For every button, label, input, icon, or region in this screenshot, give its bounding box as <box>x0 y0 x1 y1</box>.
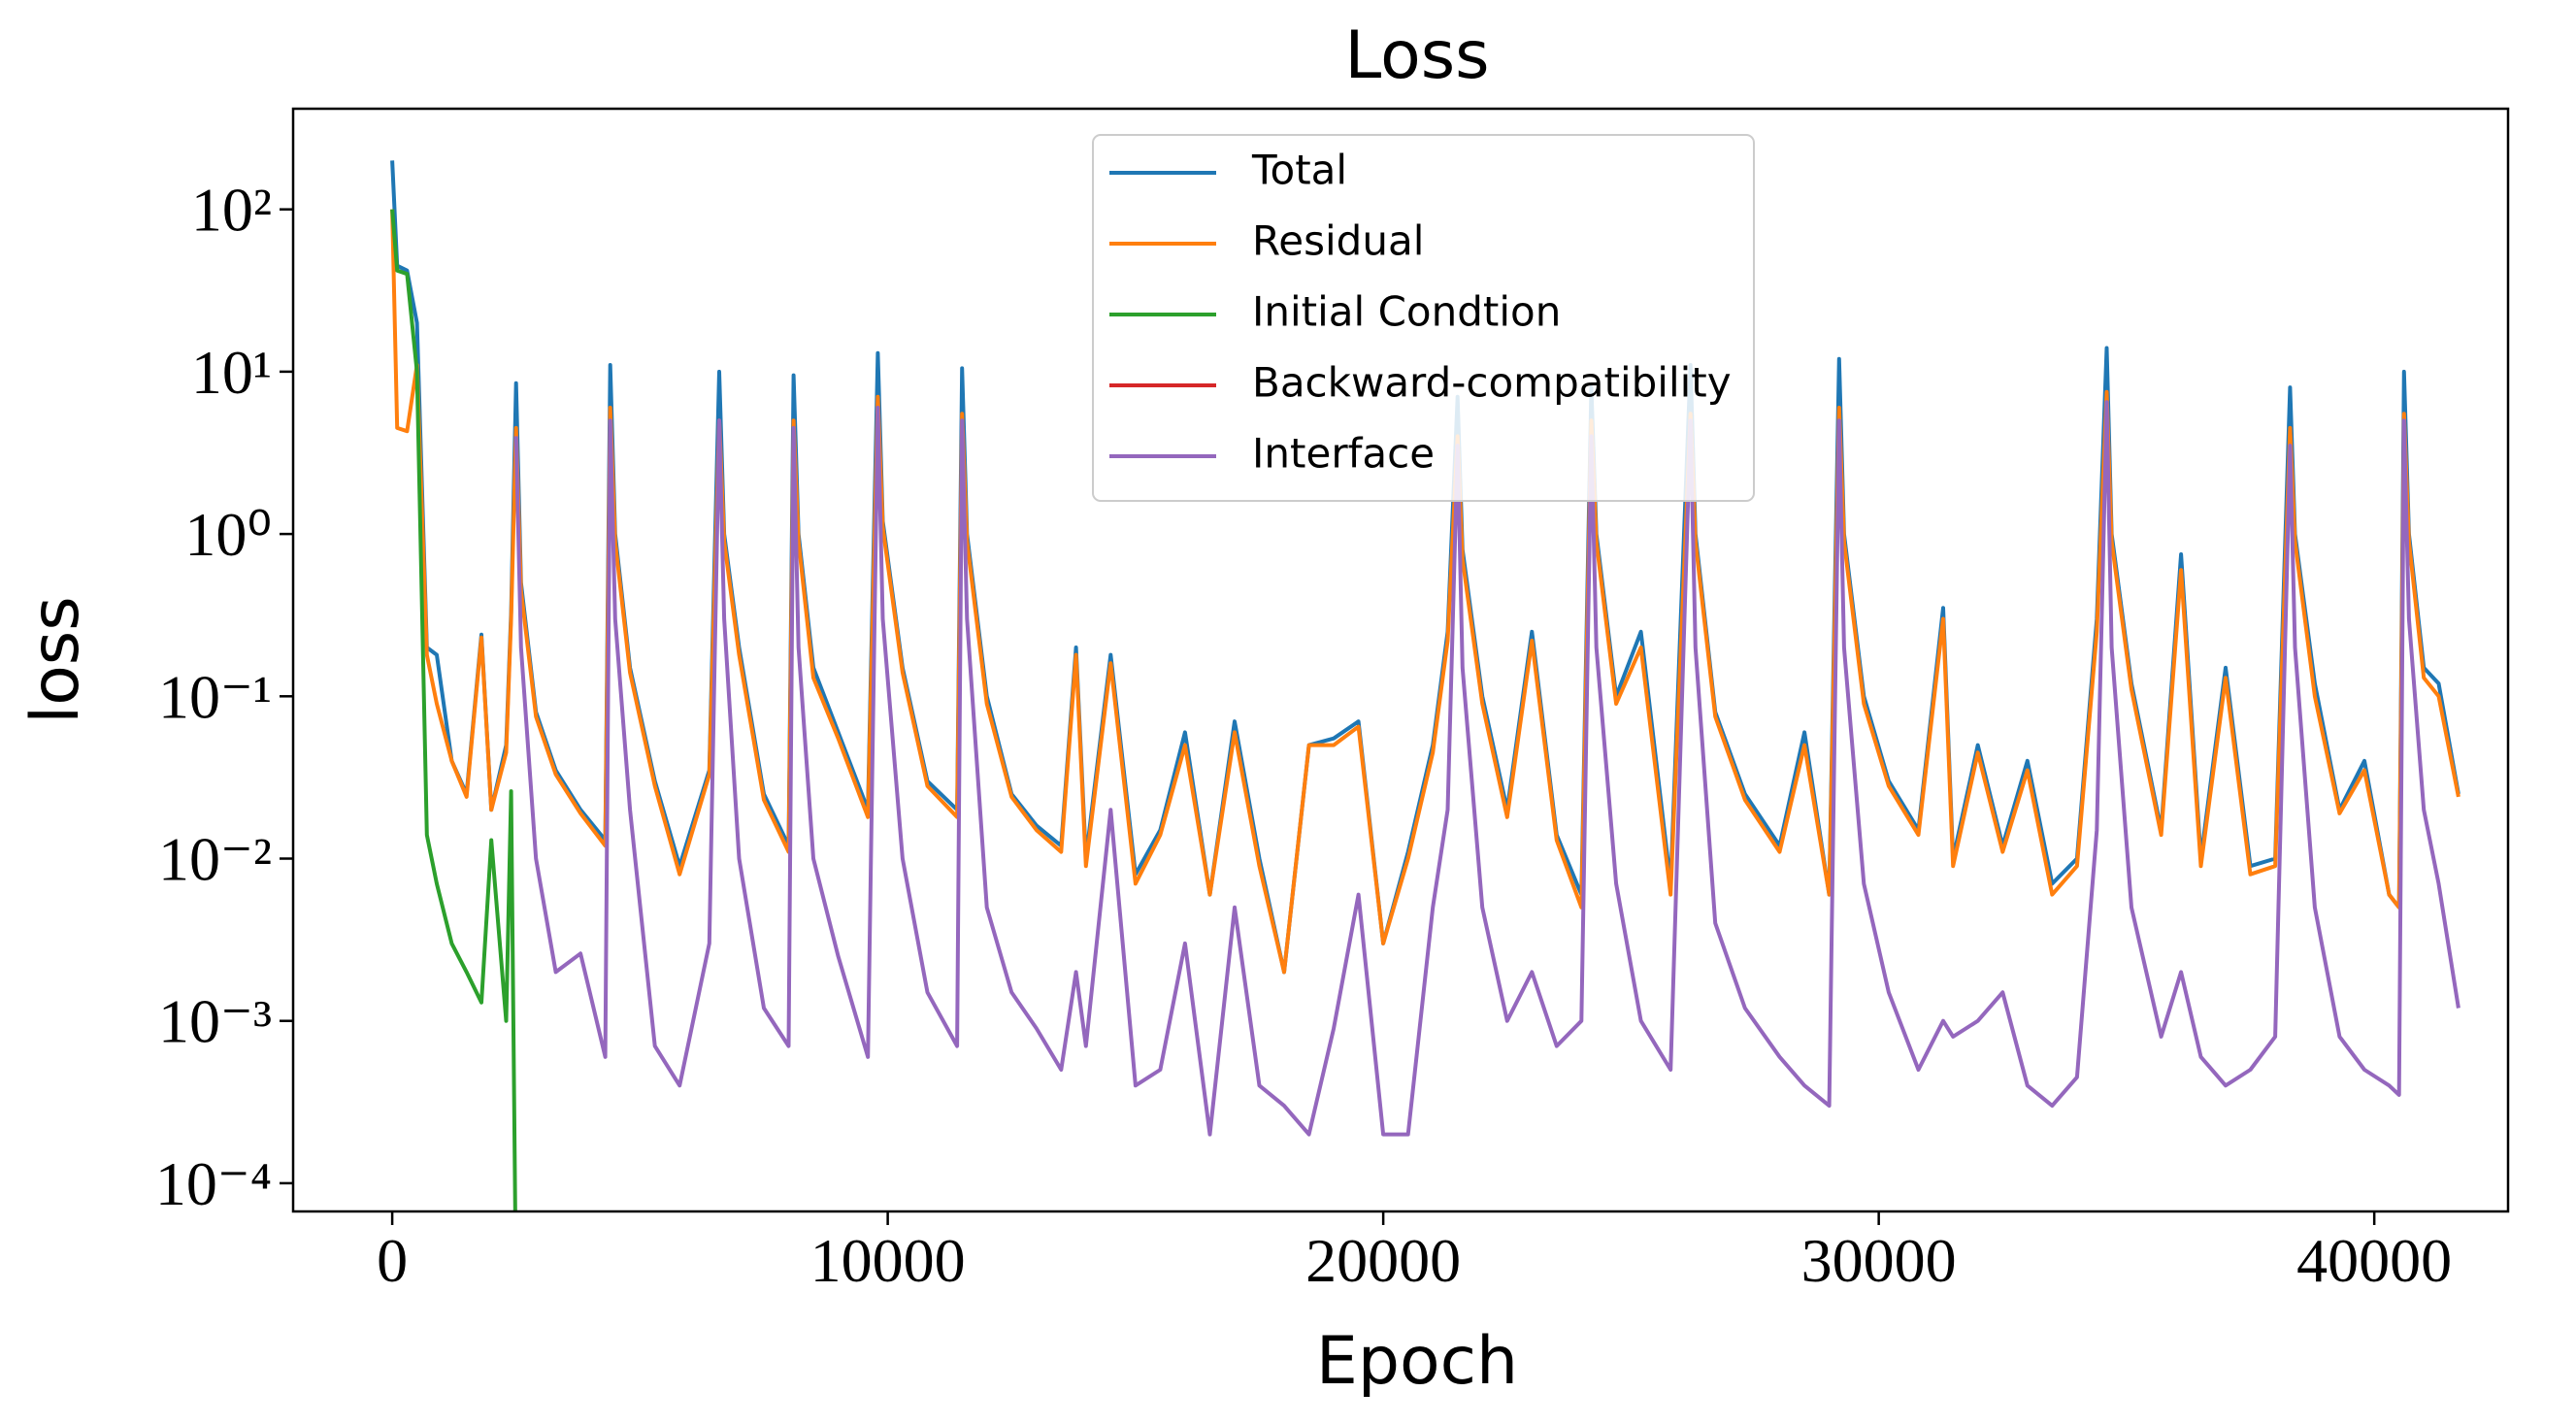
legend-box <box>1092 134 1755 502</box>
x-axis-label: Epoch <box>1316 1323 1518 1400</box>
series-line <box>390 209 517 1211</box>
plot-lines <box>390 160 2460 1211</box>
legend-label: Initial Condtion <box>1252 288 1561 336</box>
y-tick-label: 10⁻³ <box>158 987 272 1056</box>
y-tick-label: 10⁻² <box>158 825 272 894</box>
x-tick-label: 20000 <box>1305 1226 1461 1295</box>
y-tick-label: 10² <box>191 176 272 245</box>
y-tick-label: 10⁻¹ <box>158 662 272 731</box>
x-tick-label: 30000 <box>1801 1226 1957 1295</box>
legend-label: Backward-compatibility <box>1252 359 1732 407</box>
y-tick-label: 10⁻⁴ <box>155 1149 272 1218</box>
plot-frame <box>291 107 2510 1213</box>
chart-title: Loss <box>1344 17 1489 94</box>
series-line <box>513 400 2460 1137</box>
y-tick-label: 10⁰ <box>184 500 272 569</box>
legend-label: Total <box>1251 147 1347 194</box>
x-tick-label: 40000 <box>2296 1226 2452 1295</box>
y-tick-label: 10¹ <box>191 338 272 407</box>
x-tick-label: 0 <box>377 1226 408 1295</box>
x-tick-label: 10000 <box>810 1226 966 1295</box>
y-axis-label: loss <box>17 596 94 723</box>
legend: Total Residual Initial Condtion Backward-co… <box>1092 134 1755 502</box>
legend-label: Interface <box>1252 430 1435 478</box>
legend-label: Residual <box>1252 217 1424 265</box>
axes: 0 10000 20000 30000 40000 10⁻⁴ 10⁻³ 10⁻² 10⁻¹ 10⁰… <box>155 176 2452 1295</box>
